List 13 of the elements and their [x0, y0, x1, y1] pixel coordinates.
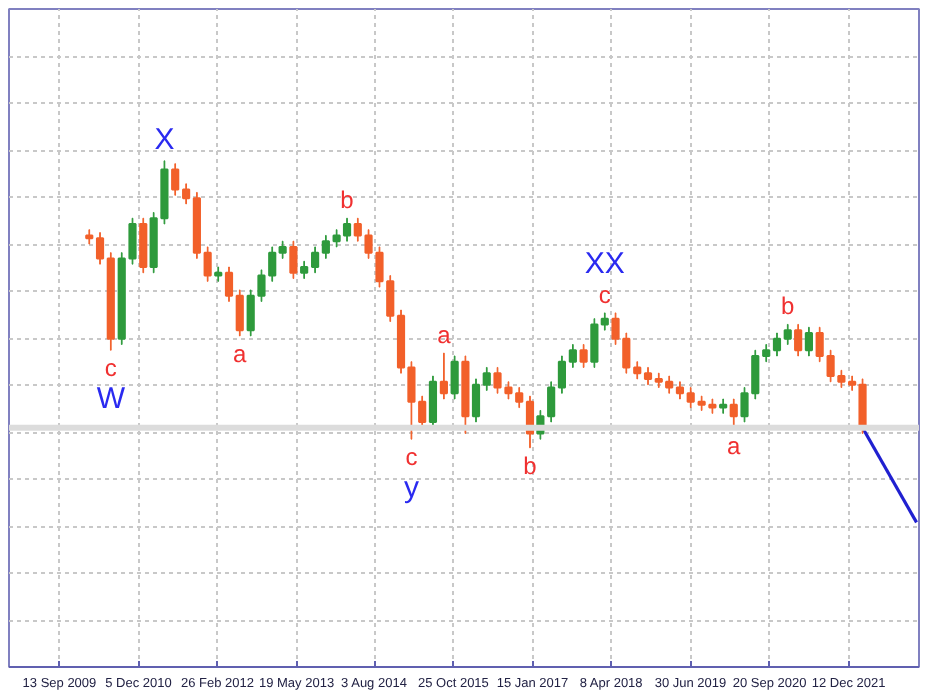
annotation: X [154, 122, 175, 157]
annotation: b [781, 292, 796, 321]
annotation: c [104, 354, 117, 383]
annotation: XX [584, 246, 625, 281]
annotation: b [523, 451, 538, 480]
annotation: c [598, 280, 611, 309]
annotation: y [403, 471, 420, 506]
annotation: a [727, 431, 742, 460]
annotation: c [405, 443, 418, 472]
annotation: W [96, 382, 127, 417]
annotation: a [233, 339, 248, 368]
annotation: b [340, 186, 355, 215]
annotation: a [437, 321, 452, 350]
